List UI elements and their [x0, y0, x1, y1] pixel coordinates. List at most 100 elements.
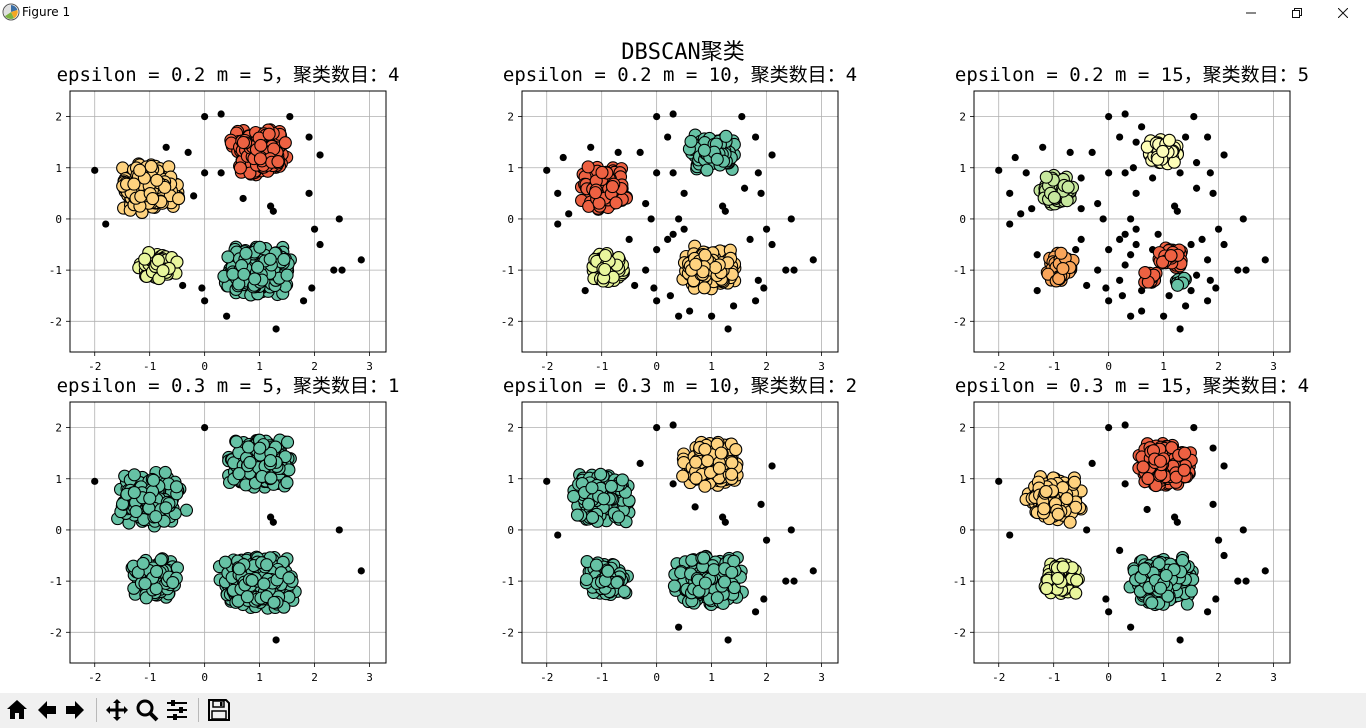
cluster-point [253, 441, 267, 455]
cluster-3 [132, 246, 184, 286]
noise-point [330, 266, 338, 274]
y-tick-label: -1 [501, 264, 514, 277]
x-tick-label: -1 [143, 360, 156, 373]
y-tick-label: -1 [49, 264, 62, 277]
noise-point [1127, 623, 1135, 631]
cluster-4 [212, 550, 302, 615]
cluster-point [595, 165, 609, 180]
noise-point [587, 143, 595, 151]
cluster-point [1037, 502, 1051, 516]
noise-point [201, 297, 209, 305]
scatter-points [543, 421, 817, 644]
noise-point [543, 166, 551, 174]
noise-point [691, 503, 699, 511]
cluster-point [253, 152, 267, 166]
noise-point [1242, 577, 1250, 585]
cluster-point [698, 576, 712, 590]
y-tick-label: 2 [959, 111, 966, 124]
y-tick-label: -2 [953, 315, 966, 328]
noise-point [653, 169, 661, 177]
noise-point [217, 110, 225, 118]
noise-point [1077, 235, 1085, 244]
noise-point [1220, 151, 1228, 159]
cluster-point [271, 155, 285, 169]
cluster-3 [1040, 246, 1080, 288]
axes-frame [973, 90, 1291, 353]
cluster-point [684, 134, 698, 148]
cluster-point [710, 152, 724, 166]
x-tick-label: 1 [708, 671, 715, 684]
cluster-point [697, 281, 711, 295]
cluster-point [133, 163, 147, 177]
x-tick-label: 3 [366, 671, 373, 684]
noise-point [1149, 174, 1157, 182]
cluster-point [149, 510, 163, 524]
cluster-4 [676, 239, 742, 296]
cluster-point [1178, 446, 1192, 460]
cluster-point [280, 476, 294, 490]
noise-point [1173, 518, 1181, 526]
noise-point [310, 225, 319, 233]
subplot-1: epsilon = 0.2 m = 5，聚类数目：4-2 -1 0 1 2 3210-1-… [49, 64, 400, 373]
x-tick-label: 3 [818, 360, 825, 373]
noise-point [1214, 536, 1223, 544]
window-title: Figure 1 [22, 5, 71, 19]
close-button[interactable] [1320, 0, 1366, 26]
noise-point [91, 166, 99, 174]
y-tick-label: 0 [959, 213, 966, 226]
noise-point [554, 189, 562, 197]
cluster-point [172, 192, 186, 206]
cluster-point [254, 138, 268, 152]
restore-button[interactable] [1274, 0, 1320, 26]
noise-point [335, 215, 343, 223]
minimize-icon [1246, 12, 1256, 14]
noise-point [269, 518, 277, 526]
noise-point [239, 194, 247, 203]
noise-point [179, 281, 187, 290]
cluster-1 [682, 128, 741, 177]
subplot-title: epsilon = 0.3 m = 15，聚类数目：4 [955, 375, 1309, 397]
noise-point [1132, 225, 1140, 233]
cluster-point [146, 192, 160, 206]
noise-point [1220, 462, 1228, 470]
noise-point [102, 220, 110, 228]
noise-point [675, 623, 683, 631]
cluster-point [166, 575, 180, 590]
noise-point [1121, 110, 1129, 118]
noise-point [1209, 189, 1217, 197]
scatter-points [91, 110, 365, 333]
noise-point [669, 421, 677, 429]
noise-point [1083, 281, 1091, 290]
noise-point [316, 240, 324, 249]
cluster-point [251, 260, 265, 274]
cluster-point [232, 562, 246, 576]
cluster-point [689, 257, 703, 271]
cluster-point [282, 571, 296, 585]
noise-point [1077, 174, 1085, 182]
x-tick-label: 3 [1270, 671, 1277, 684]
noise-point [650, 284, 658, 292]
noise-point [565, 210, 573, 218]
x-tick-label: -2 [88, 360, 101, 373]
y-tick-label: 1 [55, 473, 62, 486]
noise-point [1127, 251, 1135, 259]
y-tick-label: 2 [507, 111, 514, 124]
x-tick-label: -2 [992, 360, 1005, 373]
noise-point [1143, 505, 1151, 514]
x-tick-label: 0 [201, 671, 208, 684]
cluster-4 [1152, 241, 1188, 274]
minimize-button[interactable] [1228, 0, 1274, 26]
noise-point [721, 518, 729, 526]
noise-point [1187, 286, 1195, 295]
noise-point [1127, 312, 1135, 320]
cluster-point [239, 246, 253, 260]
cluster-point [1039, 170, 1053, 184]
noise-point [1203, 608, 1212, 616]
noise-point [1121, 230, 1129, 238]
noise-point [669, 480, 677, 488]
noise-point [357, 567, 365, 575]
noise-point [751, 133, 760, 141]
cluster-point [725, 565, 739, 579]
noise-point [554, 531, 562, 539]
cluster-point [597, 492, 611, 506]
